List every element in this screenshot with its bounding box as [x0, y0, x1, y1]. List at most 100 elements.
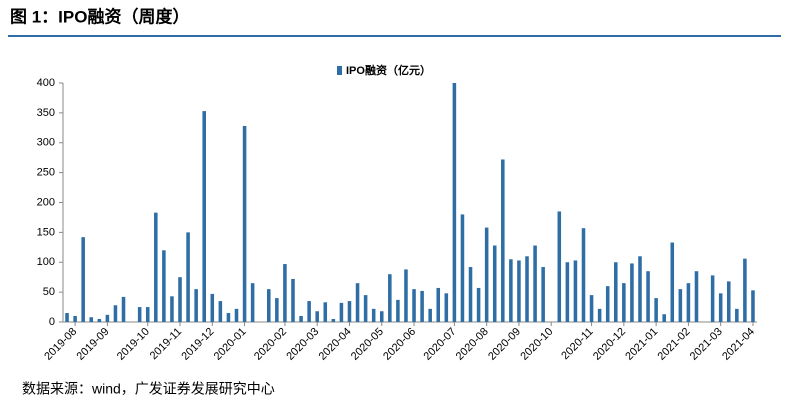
- bar: [194, 289, 198, 322]
- bar: [113, 305, 118, 322]
- bar: [678, 289, 683, 322]
- bar: [331, 319, 336, 322]
- x-tick-label: 2021-02: [656, 326, 693, 363]
- bar: [412, 289, 416, 322]
- bar: [89, 317, 94, 322]
- bar: [605, 286, 610, 322]
- bar: [283, 264, 287, 322]
- x-tick-label: 2020-11: [559, 326, 595, 362]
- bar: [250, 283, 255, 322]
- bar: [565, 262, 570, 322]
- bar: [541, 267, 545, 322]
- bar: [170, 296, 174, 322]
- bar: [420, 290, 424, 322]
- bar: [597, 308, 602, 322]
- chart-title: 图 1：IPO融资（周度）: [10, 6, 189, 26]
- x-tick-label: 2019-09: [75, 326, 112, 363]
- bar: [484, 227, 489, 322]
- bar: [646, 271, 650, 322]
- bar: [670, 242, 675, 322]
- bar: [137, 307, 142, 322]
- bar: [525, 256, 529, 322]
- bar: [581, 228, 586, 322]
- x-tick-label: 2020-09: [486, 326, 523, 363]
- x-tick-label: 2019-10: [115, 326, 152, 363]
- bar: [267, 289, 271, 322]
- x-tick-label: 2020-04: [317, 326, 354, 363]
- bar: [154, 212, 158, 322]
- bar: [307, 301, 311, 322]
- x-tick-label: 2020-03: [284, 326, 321, 363]
- bar: [323, 302, 328, 322]
- bar: [622, 283, 626, 322]
- bar: [234, 308, 239, 322]
- x-tick-label: 2020-05: [349, 326, 386, 363]
- legend-swatch: [337, 66, 342, 75]
- bar: [404, 269, 408, 322]
- bar: [710, 275, 715, 322]
- bar: [355, 283, 360, 322]
- bar: [444, 293, 449, 322]
- source: 数据来源：wind，广发证券发展研究中心: [22, 381, 275, 397]
- y-tick-label: 350: [37, 107, 55, 119]
- bar: [299, 316, 303, 322]
- bar: [226, 313, 231, 322]
- bar: [726, 281, 731, 322]
- y-tick-label: 100: [37, 256, 55, 268]
- x-tick-label: 2019-08: [42, 326, 79, 363]
- x-tick-label: 2019-12: [179, 326, 216, 363]
- bar: [517, 260, 521, 322]
- x-tick-label: 2020-02: [252, 326, 289, 363]
- x-tick-label: 2020-06: [381, 326, 418, 363]
- y-tick-label: 200: [37, 196, 55, 208]
- bar: [396, 299, 400, 322]
- bar: [509, 259, 513, 322]
- x-tick-label: 2021-04: [720, 326, 757, 363]
- x-tick-label: 2019-11: [148, 326, 184, 362]
- bar: [371, 308, 376, 322]
- bar: [186, 232, 190, 322]
- bar: [589, 295, 594, 322]
- y-tick-label: 0: [49, 316, 55, 328]
- y-tick-label: 300: [37, 137, 55, 149]
- bar: [315, 311, 319, 322]
- bar: [468, 267, 473, 322]
- bar: [105, 314, 110, 322]
- bar: [533, 245, 537, 322]
- y-tick-label: 400: [37, 77, 55, 89]
- bar: [638, 256, 642, 322]
- x-tick-label: 2020-12: [591, 326, 628, 363]
- bar: [388, 274, 392, 322]
- bar: [218, 301, 223, 322]
- bar: [178, 277, 182, 322]
- bar: [476, 287, 481, 322]
- bar: [492, 245, 497, 322]
- bar: [275, 298, 279, 322]
- bar: [73, 316, 77, 322]
- bar: [557, 211, 562, 322]
- x-tick-label: 2021-03: [688, 326, 725, 363]
- y-tick-label: 150: [37, 226, 55, 238]
- bar: [614, 262, 618, 322]
- bar: [97, 319, 102, 322]
- bar: [686, 283, 691, 322]
- bar: [363, 295, 368, 322]
- bar: [718, 293, 723, 322]
- bar: [743, 258, 747, 322]
- bar: [436, 287, 441, 322]
- x-tick-label: 2020-01: [212, 326, 249, 363]
- bar: [694, 271, 699, 322]
- bar: [162, 250, 166, 322]
- bar: [751, 290, 755, 322]
- y-tick-label: 250: [37, 167, 55, 179]
- bar: [242, 126, 247, 323]
- bar: [452, 83, 457, 322]
- x-tick-label: 2020-08: [454, 326, 491, 363]
- bar: [654, 298, 658, 322]
- bar: [121, 296, 126, 322]
- x-tick-label: 2020-07: [422, 326, 459, 363]
- legend-label: IPO融资（亿元）: [346, 63, 431, 77]
- bar: [662, 314, 666, 322]
- bar: [501, 159, 505, 322]
